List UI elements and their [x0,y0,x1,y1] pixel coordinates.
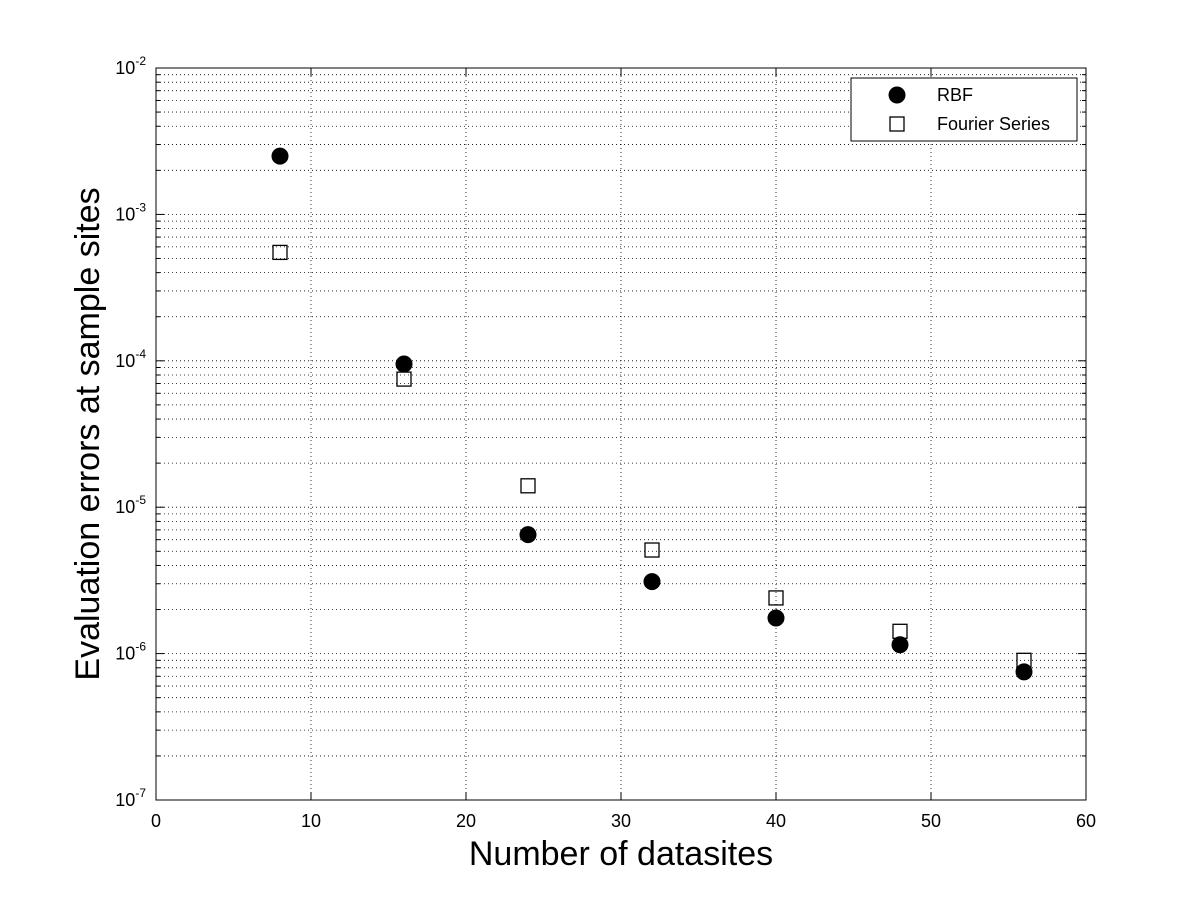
x-tick-label: 10 [301,811,321,831]
legend-label: Fourier Series [937,114,1050,134]
y-axis-label: Evaluation errors at sample sites [69,187,107,680]
legend-marker-filled-circle [888,86,906,104]
ticks-layer: 0 10 20 30 40 50 60 10-7 10-6 10-5 10-4 10-3 10-2 [115,54,1096,831]
x-tick-label: 60 [1076,811,1096,831]
y-tick-label: 10-2 [115,54,146,78]
x-tick-label: 50 [921,811,941,831]
rbf-point [643,573,661,591]
legend-items: RBF Fourier Series [888,85,1050,134]
x-tick-label: 20 [456,811,476,831]
marks-layer [271,147,1033,681]
y-tick-label: 10-3 [115,200,146,224]
y-tick-label: 10-4 [115,347,146,371]
fourier-series-point [768,590,784,606]
x-tick-label: 0 [151,811,161,831]
x-axis-label: Number of datasites [469,835,773,873]
rbf-point [891,636,909,654]
rbf-point [395,355,413,373]
legend-box [850,77,1078,142]
rbf-point [767,609,785,627]
fourier-series-point [644,542,660,558]
fourier-series-point [272,244,288,261]
fourier-series-point [520,478,536,494]
rbf-point [519,526,537,544]
x-tick-label: 40 [766,811,786,831]
x-tick-label: 30 [611,811,631,831]
y-tick-label: 10-7 [115,786,146,810]
y-tick-label: 10-5 [115,493,146,517]
legend-marker-open-square [889,116,905,132]
y-tick-label: 10-6 [115,640,146,664]
legend-label: RBF [937,85,973,105]
rbf-point [271,147,289,165]
rbf-point [1015,663,1033,681]
legend: RBF Fourier Series [850,77,1078,142]
